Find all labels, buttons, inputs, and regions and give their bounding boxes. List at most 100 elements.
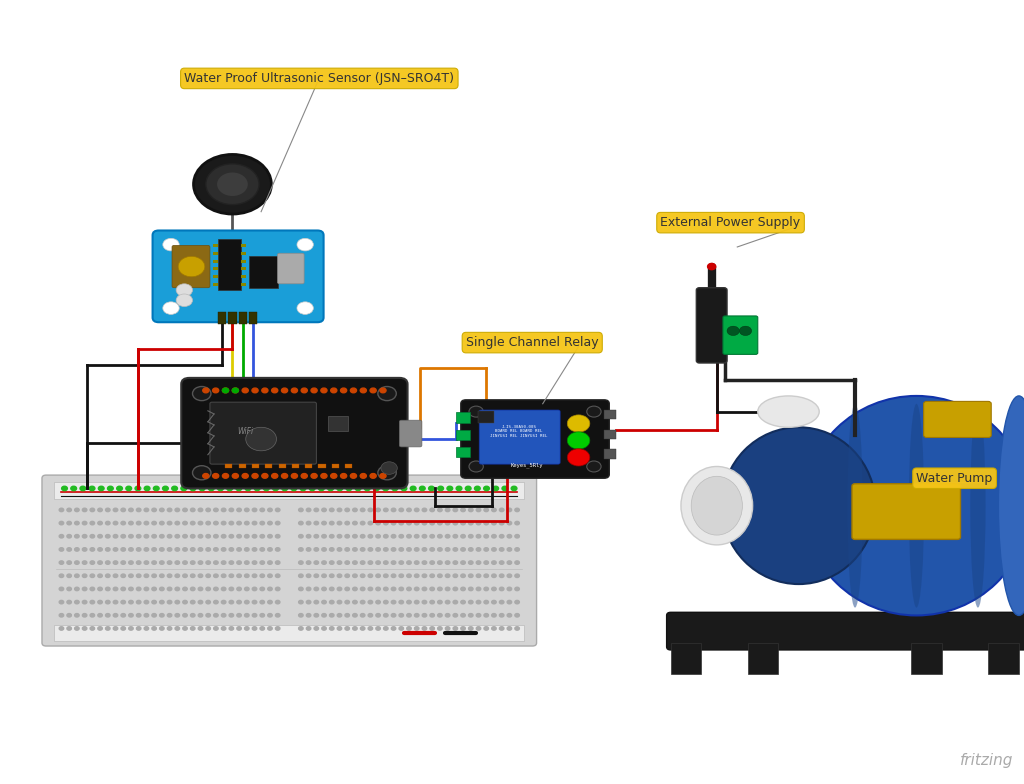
Bar bbox=[239, 312, 247, 324]
Circle shape bbox=[129, 561, 133, 564]
Circle shape bbox=[515, 548, 519, 551]
Circle shape bbox=[322, 601, 327, 604]
Circle shape bbox=[352, 548, 357, 551]
Circle shape bbox=[129, 548, 133, 551]
Circle shape bbox=[515, 561, 519, 564]
Circle shape bbox=[330, 587, 334, 590]
Circle shape bbox=[136, 508, 141, 512]
Bar bbox=[328, 416, 348, 431]
Circle shape bbox=[90, 601, 94, 604]
Circle shape bbox=[214, 614, 218, 617]
Circle shape bbox=[411, 486, 416, 491]
Circle shape bbox=[275, 587, 280, 590]
Circle shape bbox=[114, 521, 118, 524]
Circle shape bbox=[299, 508, 303, 512]
Circle shape bbox=[206, 548, 211, 551]
Circle shape bbox=[144, 561, 148, 564]
Circle shape bbox=[476, 626, 480, 630]
Circle shape bbox=[89, 486, 95, 491]
Circle shape bbox=[391, 508, 396, 512]
Circle shape bbox=[306, 521, 311, 524]
Circle shape bbox=[221, 626, 226, 630]
Circle shape bbox=[355, 486, 360, 491]
Circle shape bbox=[330, 574, 334, 578]
Circle shape bbox=[415, 535, 419, 538]
Circle shape bbox=[245, 486, 251, 491]
Circle shape bbox=[376, 535, 380, 538]
Circle shape bbox=[176, 284, 193, 296]
Circle shape bbox=[82, 508, 87, 512]
Circle shape bbox=[175, 614, 179, 617]
Circle shape bbox=[407, 548, 412, 551]
Circle shape bbox=[136, 548, 141, 551]
Circle shape bbox=[368, 535, 373, 538]
Circle shape bbox=[392, 486, 397, 491]
Circle shape bbox=[167, 548, 172, 551]
Circle shape bbox=[105, 587, 110, 590]
Circle shape bbox=[163, 238, 179, 251]
Circle shape bbox=[321, 388, 327, 393]
Circle shape bbox=[114, 535, 118, 538]
Circle shape bbox=[67, 535, 72, 538]
Circle shape bbox=[136, 521, 141, 524]
Circle shape bbox=[453, 587, 458, 590]
Circle shape bbox=[337, 561, 342, 564]
Circle shape bbox=[345, 535, 349, 538]
Circle shape bbox=[182, 574, 187, 578]
Bar bbox=[241, 252, 246, 255]
Circle shape bbox=[337, 626, 342, 630]
Circle shape bbox=[214, 601, 218, 604]
Circle shape bbox=[337, 508, 342, 512]
Circle shape bbox=[453, 561, 458, 564]
Circle shape bbox=[391, 535, 396, 538]
Circle shape bbox=[314, 521, 318, 524]
Circle shape bbox=[260, 626, 264, 630]
Circle shape bbox=[267, 587, 272, 590]
Circle shape bbox=[484, 626, 488, 630]
Circle shape bbox=[461, 561, 465, 564]
Circle shape bbox=[391, 614, 396, 617]
Circle shape bbox=[484, 548, 488, 551]
Circle shape bbox=[252, 561, 257, 564]
Circle shape bbox=[75, 626, 79, 630]
Circle shape bbox=[507, 574, 512, 578]
Circle shape bbox=[515, 535, 519, 538]
Circle shape bbox=[90, 548, 94, 551]
Circle shape bbox=[275, 574, 280, 578]
FancyBboxPatch shape bbox=[696, 288, 727, 363]
Circle shape bbox=[193, 466, 211, 480]
Circle shape bbox=[492, 587, 497, 590]
Circle shape bbox=[314, 587, 318, 590]
Circle shape bbox=[500, 574, 504, 578]
Circle shape bbox=[378, 387, 396, 401]
Circle shape bbox=[245, 508, 249, 512]
Circle shape bbox=[352, 601, 357, 604]
Circle shape bbox=[437, 626, 442, 630]
Circle shape bbox=[461, 601, 465, 604]
Circle shape bbox=[469, 508, 473, 512]
Circle shape bbox=[314, 614, 318, 617]
Bar bbox=[54, 482, 524, 499]
Ellipse shape bbox=[681, 466, 753, 545]
Circle shape bbox=[391, 574, 396, 578]
Circle shape bbox=[407, 626, 412, 630]
Circle shape bbox=[114, 614, 118, 617]
Circle shape bbox=[144, 601, 148, 604]
Circle shape bbox=[90, 521, 94, 524]
Circle shape bbox=[59, 521, 63, 524]
Circle shape bbox=[237, 574, 242, 578]
Circle shape bbox=[190, 587, 195, 590]
Circle shape bbox=[182, 587, 187, 590]
Circle shape bbox=[82, 548, 87, 551]
Circle shape bbox=[260, 548, 264, 551]
Circle shape bbox=[129, 508, 133, 512]
Circle shape bbox=[567, 448, 590, 466]
Circle shape bbox=[206, 587, 211, 590]
Circle shape bbox=[271, 388, 278, 393]
Circle shape bbox=[121, 601, 126, 604]
Circle shape bbox=[415, 626, 419, 630]
Circle shape bbox=[322, 521, 327, 524]
Bar bbox=[54, 625, 524, 641]
Circle shape bbox=[299, 521, 303, 524]
Circle shape bbox=[175, 626, 179, 630]
